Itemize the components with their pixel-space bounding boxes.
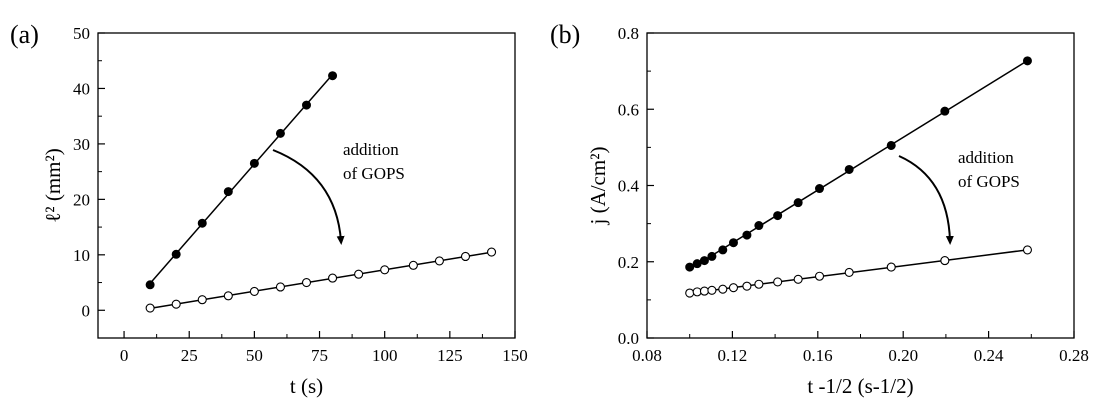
plot-frame xyxy=(97,32,516,339)
filled-data-point xyxy=(886,140,896,150)
open-data-point xyxy=(728,283,739,293)
y-tick-label: 10 xyxy=(73,246,90,265)
fit-line-series-2 xyxy=(689,249,1028,294)
filled-data-point xyxy=(249,158,259,168)
open-data-point xyxy=(742,281,752,291)
open-data-point xyxy=(249,286,259,296)
addition-arrow xyxy=(272,149,345,245)
open-data-point xyxy=(886,262,896,272)
x-tick-label: 75 xyxy=(311,346,328,365)
open-data-point xyxy=(197,295,207,305)
x-tick-label: 150 xyxy=(502,346,528,365)
filled-data-point xyxy=(1022,56,1032,66)
panel-a: 0 25 50 75 100 125 150 0 10 20 30 40 50 addition of GO… xyxy=(10,20,528,398)
open-data-point xyxy=(940,256,950,266)
annotation-text: addition xyxy=(343,140,399,159)
filled-data-point xyxy=(844,164,854,174)
open-data-point xyxy=(793,274,803,284)
open-data-point xyxy=(699,286,709,296)
filled-data-point xyxy=(197,218,207,228)
open-data-point xyxy=(707,285,717,295)
y-axis-label: j (A/cm²) xyxy=(586,146,610,225)
open-data-point xyxy=(380,265,390,275)
filled-data-point xyxy=(773,211,783,221)
x-tick-label: 25 xyxy=(181,346,198,365)
x-tick-label: 0.16 xyxy=(803,346,833,365)
open-data-point xyxy=(814,271,825,281)
filled-data-point xyxy=(707,251,717,261)
open-data-point xyxy=(1022,245,1033,255)
panel-label: (b) xyxy=(550,20,580,49)
y-axis-label: ℓ² (mm²) xyxy=(41,148,65,223)
y-tick-label: 0.6 xyxy=(618,100,639,119)
y-tick-label: 0.8 xyxy=(618,24,639,43)
annotation-text: addition xyxy=(958,148,1014,167)
filled-data-point xyxy=(145,280,155,290)
y-tick-label: 0 xyxy=(82,301,91,320)
fit-line-series-1 xyxy=(149,73,334,284)
open-data-point xyxy=(301,277,312,288)
filled-data-point xyxy=(223,187,233,197)
open-data-point xyxy=(328,273,338,283)
filled-data-point xyxy=(793,198,803,208)
open-data-point xyxy=(486,247,497,257)
x-tick-label: 125 xyxy=(437,346,463,365)
filled-data-point xyxy=(328,71,338,81)
open-data-point xyxy=(145,303,155,313)
open-data-point xyxy=(685,288,695,298)
y-tick-label: 0.4 xyxy=(618,177,640,196)
x-axis-label: t (s) xyxy=(290,374,323,398)
y-tick-label: 30 xyxy=(73,135,90,154)
x-tick-label: 0.28 xyxy=(1059,346,1089,365)
y-tick-label: 40 xyxy=(73,79,90,98)
open-data-point xyxy=(844,267,854,277)
filled-data-point xyxy=(685,262,695,272)
filled-data-point xyxy=(171,249,181,259)
open-data-point xyxy=(408,260,418,270)
panel-b: 0.08 0.12 0.16 0.20 0.24 0.28 0.0 0.2 0.4 0.6 0.8 a… xyxy=(550,20,1089,398)
y-tick-label: 0.2 xyxy=(618,253,639,272)
addition-arrow xyxy=(898,155,954,245)
x-tick-label: 0.08 xyxy=(632,346,662,365)
open-data-point xyxy=(223,291,233,301)
y-tick-label: 0.0 xyxy=(618,329,639,348)
open-data-point xyxy=(275,282,285,292)
y-tick-label: 20 xyxy=(73,190,90,209)
filled-data-point xyxy=(718,245,728,255)
x-axis-label: t -1/2 (s-1/2) xyxy=(807,374,913,398)
x-tick-label: 0.12 xyxy=(718,346,748,365)
filled-data-point xyxy=(754,221,764,231)
open-data-point xyxy=(354,269,364,279)
fit-line-series-2 xyxy=(150,251,492,310)
filled-data-point xyxy=(275,128,285,138)
x-tick-label: 0.20 xyxy=(888,346,918,365)
open-data-point xyxy=(171,299,181,309)
annotation-text: of GOPS xyxy=(343,164,405,183)
x-tick-label: 0.24 xyxy=(974,346,1004,365)
x-tick-label: 0 xyxy=(120,346,129,365)
filled-data-point xyxy=(302,100,311,110)
filled-data-point xyxy=(699,256,709,266)
panel-label: (a) xyxy=(10,20,39,49)
filled-data-point xyxy=(940,106,950,116)
filled-data-point xyxy=(742,230,752,240)
open-data-point xyxy=(718,284,728,294)
open-data-point xyxy=(773,277,783,287)
filled-data-point xyxy=(815,184,825,194)
filled-data-point xyxy=(728,238,738,248)
annotation-text: of GOPS xyxy=(958,172,1020,191)
open-data-point xyxy=(434,256,444,266)
y-tick-label: 50 xyxy=(73,24,90,43)
x-tick-label: 50 xyxy=(246,346,263,365)
x-tick-label: 100 xyxy=(372,346,398,365)
open-data-point xyxy=(754,279,764,289)
open-data-point xyxy=(460,251,471,262)
